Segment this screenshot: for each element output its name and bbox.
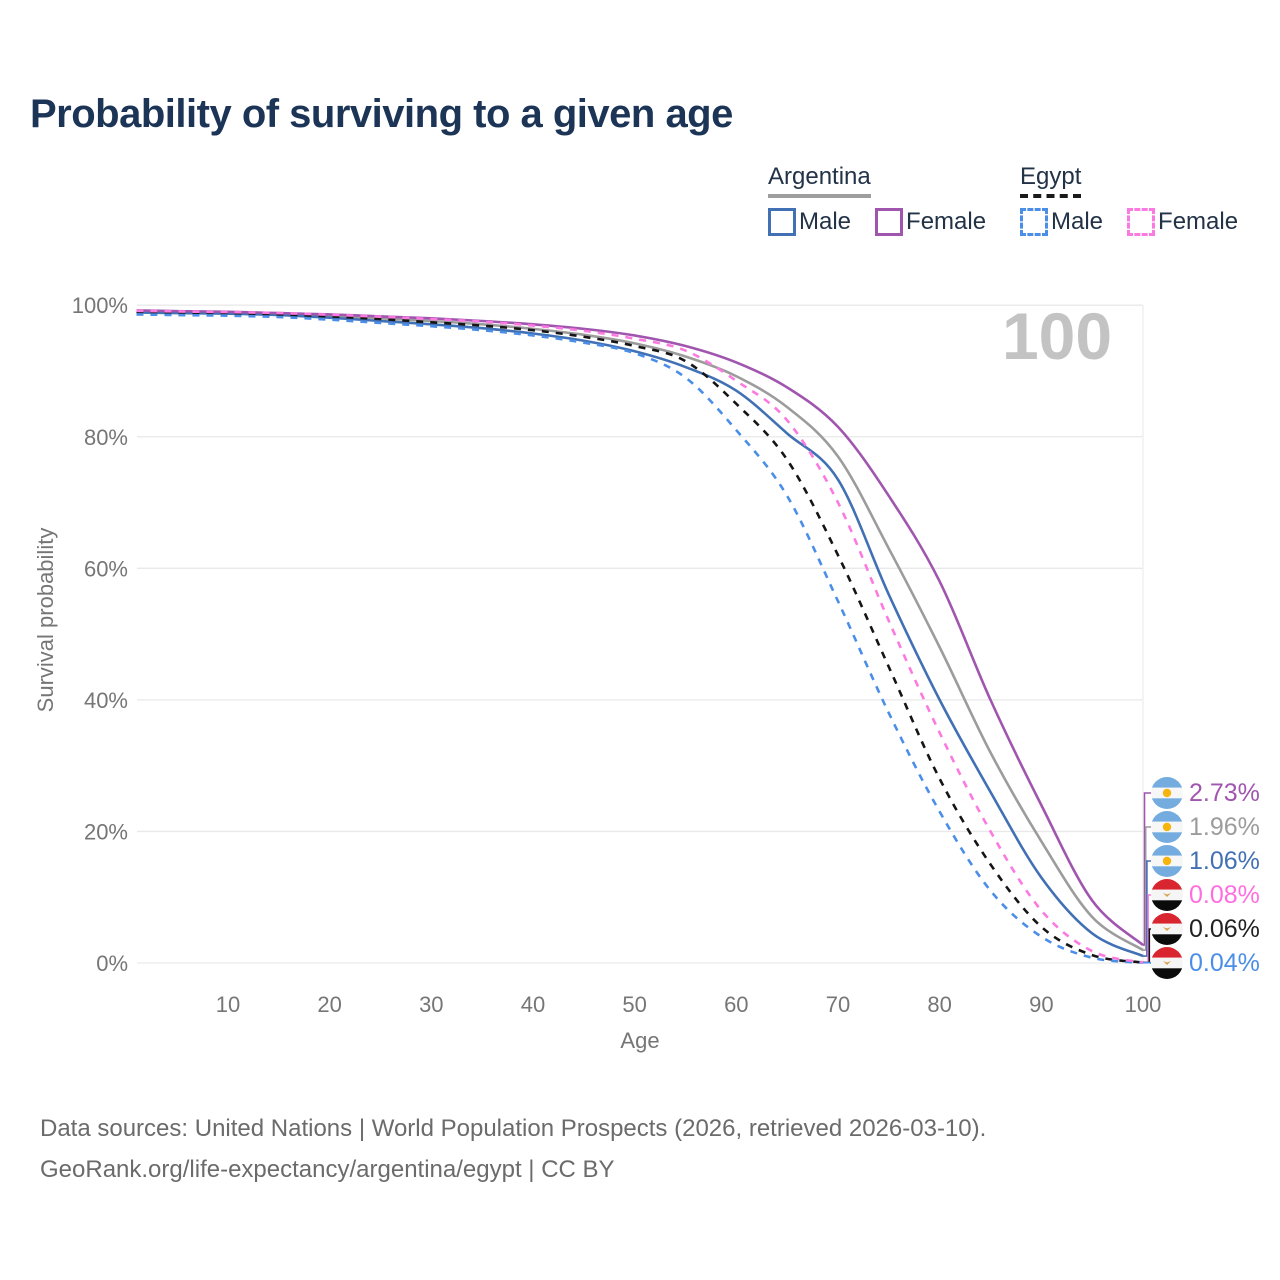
x-tick-label: 20 bbox=[317, 992, 341, 1017]
argentina-flag-icon bbox=[1151, 777, 1183, 809]
curve-argentina_female[interactable] bbox=[136, 309, 1144, 947]
page-title: Probability of surviving to a given age bbox=[30, 92, 733, 136]
legend-country-egypt[interactable]: Egypt bbox=[1020, 163, 1082, 198]
end-label-value: 1.96% bbox=[1189, 812, 1260, 841]
legend-item-label: Female bbox=[1158, 208, 1239, 235]
legend-swatch-icon[interactable] bbox=[1020, 208, 1048, 236]
legend-item-label: Female bbox=[906, 208, 987, 235]
x-tick-label: 50 bbox=[622, 992, 646, 1017]
y-tick-label: 20% bbox=[84, 819, 128, 844]
legend-item-egypt-male[interactable]: Male bbox=[1020, 208, 1103, 236]
legend-item-argentina-female[interactable]: Female bbox=[875, 208, 986, 236]
legend-group-egypt: Egypt Male Female bbox=[1020, 163, 1238, 236]
x-tick-label: 90 bbox=[1029, 992, 1053, 1017]
x-tick-label: 30 bbox=[419, 992, 443, 1017]
end-label-argentina_female: 2.73% bbox=[1151, 777, 1260, 809]
end-label-connector-argentina_female bbox=[1143, 792, 1151, 946]
x-tick-label: 70 bbox=[826, 992, 850, 1017]
legend-item-egypt-female[interactable]: Female bbox=[1127, 208, 1238, 236]
x-axis-title: Age bbox=[620, 1028, 660, 1053]
curve-argentina_total[interactable] bbox=[136, 310, 1144, 952]
footer-attribution: GeoRank.org/life-expectancy/argentina/eg… bbox=[40, 1156, 615, 1183]
legend-swatch-icon[interactable] bbox=[1127, 208, 1156, 236]
curve-argentina_male[interactable] bbox=[136, 311, 1144, 958]
egypt-flag-icon bbox=[1151, 947, 1183, 979]
end-label-value: 0.04% bbox=[1189, 948, 1260, 977]
legend-item-label: Male bbox=[1051, 208, 1104, 235]
legend-swatch-icon[interactable] bbox=[768, 208, 796, 236]
end-label-value: 0.06% bbox=[1189, 914, 1260, 943]
end-label-value: 1.06% bbox=[1189, 846, 1260, 875]
hover-age-watermark: 100 bbox=[1001, 299, 1113, 373]
end-label-value: 2.73% bbox=[1189, 778, 1260, 807]
curve-egypt_female[interactable] bbox=[136, 309, 1144, 964]
legend-item-argentina-male[interactable]: Male bbox=[768, 208, 851, 236]
x-tick-label: 10 bbox=[216, 992, 240, 1017]
legend-swatch-icon[interactable] bbox=[875, 208, 904, 236]
legend-group-argentina: Argentina Male Female bbox=[768, 163, 986, 236]
end-label-connector-argentina_total bbox=[1143, 826, 1151, 951]
end-label-argentina_male: 1.06% bbox=[1151, 845, 1260, 877]
end-label-egypt_total: 0.06% bbox=[1151, 913, 1260, 945]
egypt-flag-icon bbox=[1151, 879, 1183, 911]
argentina-flag-icon bbox=[1151, 845, 1183, 877]
argentina-flag-icon bbox=[1151, 811, 1183, 843]
legend: Argentina Male Female Egypt Male Female bbox=[0, 163, 1280, 243]
x-tick-label: 60 bbox=[724, 992, 748, 1017]
end-label-connector-argentina_male bbox=[1143, 860, 1151, 957]
legend-item-label: Male bbox=[799, 208, 852, 235]
egypt-flag-icon bbox=[1151, 913, 1183, 945]
curve-egypt_male[interactable] bbox=[136, 313, 1144, 965]
x-tick-label: 100 bbox=[1125, 992, 1162, 1017]
y-tick-label: 0% bbox=[96, 951, 128, 976]
footer: Data sources: United Nations | World Pop… bbox=[40, 1108, 986, 1190]
footer-sources: Data sources: United Nations | World Pop… bbox=[40, 1115, 987, 1142]
y-axis-title: Survival probability bbox=[33, 527, 58, 713]
end-label-argentina_total: 1.96% bbox=[1151, 811, 1260, 843]
y-tick-label: 60% bbox=[84, 556, 128, 581]
y-tick-label: 80% bbox=[84, 425, 128, 450]
end-label-value: 0.08% bbox=[1189, 880, 1260, 909]
y-tick-label: 40% bbox=[84, 688, 128, 713]
end-label-egypt_female: 0.08% bbox=[1151, 879, 1260, 911]
y-tick-label: 100% bbox=[72, 293, 128, 318]
x-tick-label: 40 bbox=[521, 992, 545, 1017]
end-label-egypt_male: 0.04% bbox=[1151, 947, 1260, 979]
legend-country-argentina[interactable]: Argentina bbox=[768, 163, 871, 198]
x-tick-label: 80 bbox=[927, 992, 951, 1017]
curve-egypt_total[interactable] bbox=[136, 310, 1144, 964]
